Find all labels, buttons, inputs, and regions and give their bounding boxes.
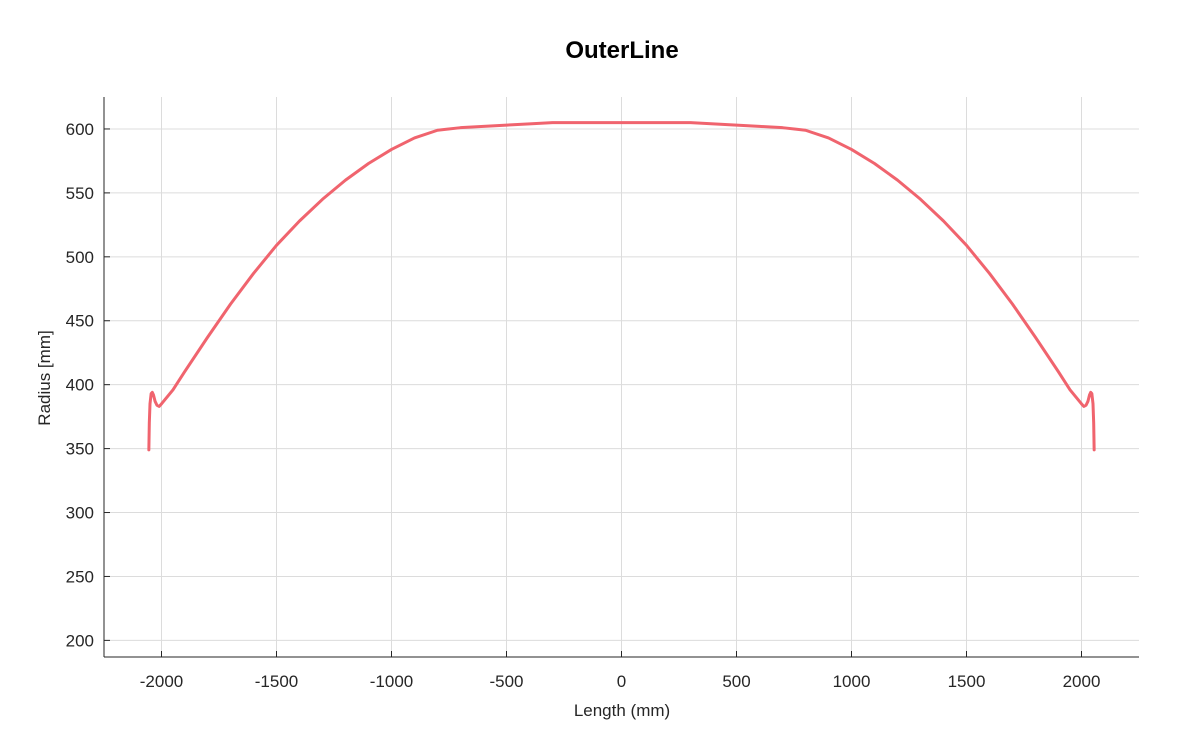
y-tick-label: 550 [66,184,94,203]
y-tick-label: 400 [66,376,94,395]
y-tick-label: 450 [66,312,94,331]
series-layer [147,121,1096,452]
x-tick-label: -1500 [255,672,298,691]
y-tick-labels: 200 250 300 350 400 450 500 550 600 [66,120,94,650]
x-tick-label: -500 [489,672,523,691]
y-tick-label: 300 [66,504,94,523]
series-line [147,121,1096,452]
x-axis-label: Length (mm) [574,701,670,720]
x-tick-label: 2000 [1063,672,1101,691]
chart-title: OuterLine [565,37,678,64]
x-tick-label: 1000 [833,672,871,691]
y-tick-label: 350 [66,440,94,459]
x-tick-label: -2000 [140,672,183,691]
x-tick-labels: -2000 -1500 -1000 -500 0 500 1000 1500 2000 [140,672,1101,691]
y-tick-label: 500 [66,248,94,267]
y-tick-label: 250 [66,567,94,586]
axis-layer [103,97,1139,658]
x-tick-label: 1500 [948,672,986,691]
x-tick-label: 0 [617,672,626,691]
y-tick-label: 200 [66,631,94,650]
y-tick-label: 600 [66,120,94,139]
x-tick-label: -1000 [370,672,413,691]
grid-layer [104,97,1139,657]
y-axis-label: Radius [mm] [35,330,54,425]
x-tick-label: 500 [722,672,750,691]
